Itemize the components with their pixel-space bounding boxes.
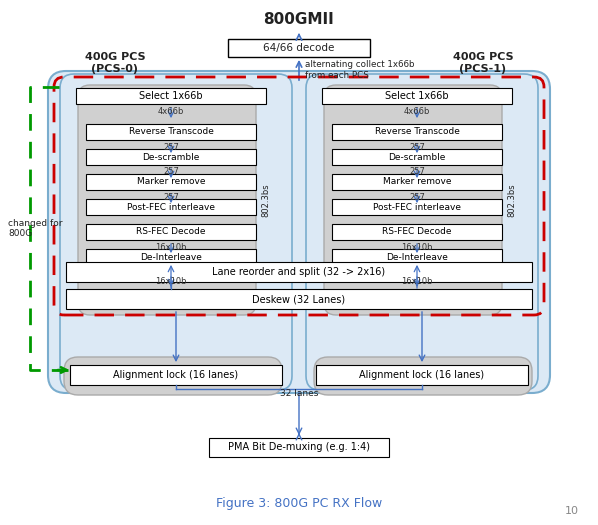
Bar xyxy=(76,88,266,104)
Text: 257: 257 xyxy=(163,193,179,202)
Bar xyxy=(332,199,502,215)
Text: 16x10b: 16x10b xyxy=(155,243,187,251)
FancyBboxPatch shape xyxy=(306,74,538,390)
Text: Post-FEC interleave: Post-FEC interleave xyxy=(127,203,215,212)
Text: 400G PCS
(PCS-1): 400G PCS (PCS-1) xyxy=(453,52,513,74)
Text: 16x10b: 16x10b xyxy=(401,278,433,287)
Text: 800GMII: 800GMII xyxy=(264,13,334,27)
FancyBboxPatch shape xyxy=(78,85,256,315)
Text: 16x10b: 16x10b xyxy=(401,243,433,251)
Text: 4x66b: 4x66b xyxy=(158,107,184,116)
Text: 16x10b: 16x10b xyxy=(155,278,187,287)
FancyBboxPatch shape xyxy=(60,74,292,390)
Bar xyxy=(316,365,528,385)
Bar xyxy=(86,249,256,265)
Text: 257: 257 xyxy=(163,142,179,152)
Bar xyxy=(66,289,532,309)
Text: 4x66b: 4x66b xyxy=(404,107,430,116)
Bar xyxy=(86,124,256,140)
Text: Select 1x66b: Select 1x66b xyxy=(139,91,203,101)
Bar xyxy=(86,149,256,165)
Text: 32 lanes: 32 lanes xyxy=(280,390,318,398)
Text: 802.3bs: 802.3bs xyxy=(261,183,270,217)
Text: Post-FEC interleave: Post-FEC interleave xyxy=(373,203,461,212)
FancyBboxPatch shape xyxy=(48,71,550,393)
Text: 400G PCS
(PCS-0): 400G PCS (PCS-0) xyxy=(85,52,145,74)
Text: 257: 257 xyxy=(409,142,425,152)
FancyBboxPatch shape xyxy=(314,357,532,395)
Text: 257: 257 xyxy=(163,167,179,176)
Bar xyxy=(322,88,512,104)
Text: changed for
800G: changed for 800G xyxy=(8,219,63,238)
Text: RS-FEC Decode: RS-FEC Decode xyxy=(136,227,206,236)
Text: 257: 257 xyxy=(409,193,425,202)
Bar xyxy=(332,224,502,240)
Text: alternating collect 1x66b
from each PCS: alternating collect 1x66b from each PCS xyxy=(305,60,414,80)
Bar xyxy=(332,249,502,265)
Bar xyxy=(332,174,502,190)
Text: Lane reorder and split (32 -> 2x16): Lane reorder and split (32 -> 2x16) xyxy=(212,267,386,277)
Text: 10: 10 xyxy=(565,506,579,516)
Text: Deskew (32 Lanes): Deskew (32 Lanes) xyxy=(252,294,346,304)
Bar xyxy=(209,438,389,457)
Bar xyxy=(228,39,370,57)
Text: Reverse Transcode: Reverse Transcode xyxy=(374,128,459,136)
Text: De-scramble: De-scramble xyxy=(142,152,200,162)
Bar xyxy=(86,224,256,240)
Bar xyxy=(86,174,256,190)
Text: Reverse Transcode: Reverse Transcode xyxy=(129,128,213,136)
FancyBboxPatch shape xyxy=(64,357,282,395)
Text: Figure 3: 800G PC RX Flow: Figure 3: 800G PC RX Flow xyxy=(216,497,382,509)
Text: Alignment lock (16 lanes): Alignment lock (16 lanes) xyxy=(359,370,484,380)
Text: Select 1x66b: Select 1x66b xyxy=(385,91,449,101)
Text: 64/66 decode: 64/66 decode xyxy=(263,43,335,53)
Text: 802.3bs: 802.3bs xyxy=(508,183,517,217)
Text: De-scramble: De-scramble xyxy=(388,152,446,162)
Text: Marker remove: Marker remove xyxy=(383,177,451,186)
Bar xyxy=(70,365,282,385)
Text: RS-FEC Decode: RS-FEC Decode xyxy=(382,227,451,236)
Text: Marker remove: Marker remove xyxy=(137,177,205,186)
Text: 257: 257 xyxy=(409,167,425,176)
Text: De-Interleave: De-Interleave xyxy=(386,253,448,261)
Bar xyxy=(332,149,502,165)
Text: PMA Bit De-muxing (e.g. 1:4): PMA Bit De-muxing (e.g. 1:4) xyxy=(228,443,370,453)
Text: De-Interleave: De-Interleave xyxy=(140,253,202,261)
Bar xyxy=(66,262,532,282)
FancyBboxPatch shape xyxy=(324,85,502,315)
Text: Alignment lock (16 lanes): Alignment lock (16 lanes) xyxy=(114,370,239,380)
Bar xyxy=(332,124,502,140)
Bar xyxy=(86,199,256,215)
